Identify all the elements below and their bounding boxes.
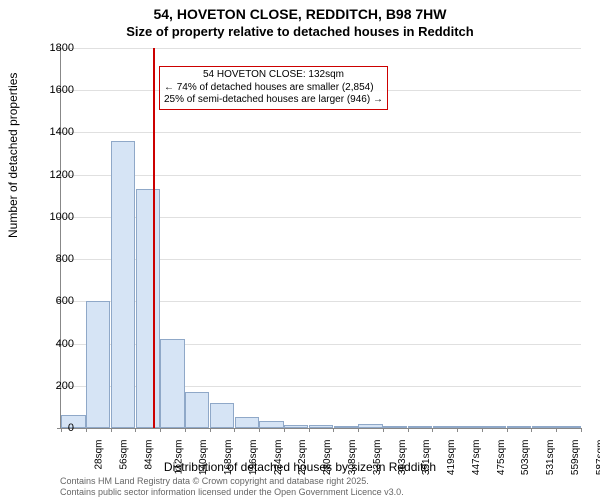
x-tick-mark: [234, 428, 235, 432]
histogram-bar: [556, 426, 580, 428]
x-tick-mark: [531, 428, 532, 432]
x-tick-mark: [383, 428, 384, 432]
y-tick-label: 200: [44, 380, 74, 392]
histogram-bar: [507, 426, 531, 428]
plot-area: 54 HOVETON CLOSE: 132sqm← 74% of detache…: [60, 48, 581, 429]
x-tick-label: 28sqm: [94, 440, 105, 470]
x-tick-label: 84sqm: [143, 440, 154, 470]
x-tick-label: 419sqm: [446, 440, 457, 476]
annotation-line3: 25% of semi-detached houses are larger (…: [164, 94, 383, 107]
histogram-bar: [383, 426, 407, 428]
histogram-bar: [334, 426, 358, 428]
x-tick-mark: [86, 428, 87, 432]
x-tick-label: 308sqm: [347, 440, 358, 476]
y-tick-label: 1200: [44, 169, 74, 181]
histogram-bar: [433, 426, 457, 428]
histogram-bar: [408, 426, 432, 428]
x-tick-label: 224sqm: [273, 440, 284, 476]
y-tick-label: 1000: [44, 211, 74, 223]
histogram-bar: [235, 417, 259, 428]
y-tick-label: 1600: [44, 84, 74, 96]
x-tick-mark: [111, 428, 112, 432]
x-tick-label: 531sqm: [545, 440, 556, 476]
x-tick-mark: [482, 428, 483, 432]
x-tick-label: 140sqm: [199, 440, 210, 476]
histogram-bar: [185, 392, 209, 428]
x-tick-mark: [160, 428, 161, 432]
histogram-bar: [482, 426, 506, 428]
x-tick-mark: [259, 428, 260, 432]
histogram-bar: [309, 425, 333, 428]
y-tick-label: 800: [44, 253, 74, 265]
x-tick-label: 363sqm: [397, 440, 408, 476]
histogram-bar: [86, 301, 110, 428]
annotation-line2: ← 74% of detached houses are smaller (2,…: [164, 82, 383, 95]
grid-line: [61, 175, 581, 176]
x-tick-label: 252sqm: [298, 440, 309, 476]
chart-title: 54, HOVETON CLOSE, REDDITCH, B98 7HW: [0, 6, 600, 22]
x-tick-label: 196sqm: [248, 440, 259, 476]
annotation-line1: 54 HOVETON CLOSE: 132sqm: [164, 69, 383, 82]
grid-line: [61, 132, 581, 133]
x-tick-label: 112sqm: [173, 440, 184, 475]
x-tick-mark: [408, 428, 409, 432]
histogram-bar: [532, 426, 556, 428]
x-tick-mark: [457, 428, 458, 432]
histogram-bar: [284, 425, 308, 428]
y-axis-label: Number of detached properties: [6, 73, 20, 238]
x-tick-label: 503sqm: [520, 440, 531, 476]
x-tick-mark: [284, 428, 285, 432]
x-tick-mark: [210, 428, 211, 432]
y-tick-label: 600: [44, 295, 74, 307]
chart-subtitle: Size of property relative to detached ho…: [0, 24, 600, 39]
x-tick-mark: [432, 428, 433, 432]
x-tick-mark: [309, 428, 310, 432]
x-tick-label: 335sqm: [372, 440, 383, 476]
grid-line: [61, 48, 581, 49]
x-tick-label: 475sqm: [496, 440, 507, 476]
histogram-bar: [160, 339, 184, 428]
y-tick-label: 1800: [44, 42, 74, 54]
histogram-bar: [136, 189, 160, 428]
footer-line2: Contains public sector information licen…: [60, 487, 404, 498]
x-tick-mark: [135, 428, 136, 432]
y-tick-label: 1400: [44, 126, 74, 138]
x-tick-mark: [333, 428, 334, 432]
x-tick-mark: [358, 428, 359, 432]
histogram-bar: [111, 141, 135, 428]
x-tick-label: 56sqm: [119, 440, 130, 470]
chart-container: 54, HOVETON CLOSE, REDDITCH, B98 7HW Siz…: [0, 0, 600, 500]
histogram-bar: [210, 403, 234, 428]
x-tick-label: 391sqm: [421, 440, 432, 476]
histogram-bar: [457, 426, 481, 428]
x-tick-mark: [556, 428, 557, 432]
x-tick-label: 168sqm: [223, 440, 234, 476]
histogram-bar: [358, 424, 382, 428]
histogram-bar: [259, 421, 283, 428]
footer-attribution: Contains HM Land Registry data © Crown c…: [60, 476, 404, 498]
y-tick-label: 0: [44, 422, 74, 434]
footer-line1: Contains HM Land Registry data © Crown c…: [60, 476, 404, 487]
property-marker-line: [153, 48, 155, 428]
annotation-box: 54 HOVETON CLOSE: 132sqm← 74% of detache…: [159, 66, 388, 110]
x-tick-mark: [581, 428, 582, 432]
x-tick-label: 587sqm: [595, 440, 600, 476]
x-tick-label: 280sqm: [322, 440, 333, 476]
x-tick-label: 447sqm: [471, 440, 482, 476]
y-tick-label: 400: [44, 338, 74, 350]
x-tick-mark: [507, 428, 508, 432]
x-tick-label: 559sqm: [570, 440, 581, 476]
x-tick-mark: [185, 428, 186, 432]
